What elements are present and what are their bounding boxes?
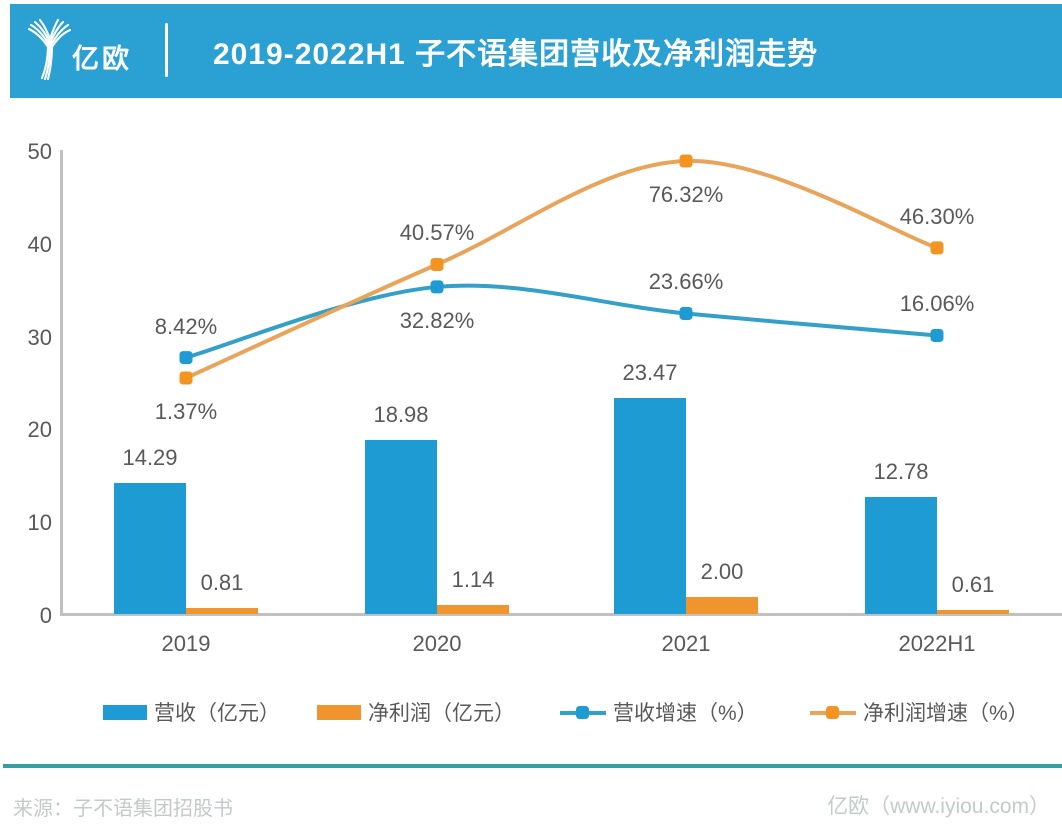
legend-item-net-profit: 净利润（亿元） — [317, 699, 515, 725]
legend-line-marker-icon — [826, 705, 839, 719]
revenue-growth-marker-2021 — [679, 306, 693, 320]
revenue-bar-2019 — [114, 483, 186, 614]
y-tick-label: 20 — [27, 417, 52, 443]
revenue-bar-2022H1 — [865, 497, 937, 614]
net-profit-growth-marker-2021 — [679, 154, 693, 168]
header-banner: 亿欧 2019-2022H1 子不语集团营收及净利润走势 — [10, 4, 1062, 98]
net-profit-growth-value-label: 76.32% — [648, 181, 724, 207]
y-tick-label: 0 — [39, 603, 52, 628]
x-tick-label-2020: 2020 — [412, 631, 462, 656]
net-profit-bar-2021 — [686, 597, 758, 614]
revenue-bar-2020 — [365, 439, 437, 614]
net-profit-bar-value-label: 1.14 — [451, 567, 495, 593]
y-tick-label: 50 — [27, 139, 52, 164]
revenue-growth-marker-2020 — [430, 280, 444, 294]
revenue-bar-value-label: 12.78 — [873, 459, 929, 485]
y-axis-line — [60, 150, 63, 616]
net-profit-growth-value-label: 46.30% — [899, 203, 975, 229]
x-axis-line — [60, 613, 1062, 616]
revenue-growth-marker-2019 — [179, 351, 193, 365]
net-profit-bar-2019 — [186, 608, 258, 614]
revenue-growth-marker-2022H1 — [930, 328, 944, 342]
y-tick-label: 40 — [27, 231, 52, 257]
header-divider — [165, 23, 168, 77]
x-tick-label-2021: 2021 — [661, 631, 711, 656]
legend-label: 营收增速（%） — [613, 702, 758, 725]
legend-item-net-profit-growth: 净利润增速（%） — [810, 699, 1029, 725]
revenue-growth-value-label: 8.42% — [154, 313, 218, 339]
site-credit: 亿欧（www.iyiou.com） — [827, 795, 1050, 818]
net-profit-growth-marker-2020 — [430, 257, 444, 271]
net-profit-bar-2022H1 — [937, 610, 1009, 614]
source-note: 来源：子不语集团招股书 — [13, 798, 233, 820]
legend-item-revenue-growth: 营收增速（%） — [560, 699, 758, 725]
revenue-growth-value-label: 23.66% — [648, 269, 724, 295]
net-profit-growth-value-label: 40.57% — [399, 220, 475, 246]
page-title: 2019-2022H1 子不语集团营收及净利润走势 — [213, 38, 819, 71]
legend-line-marker-icon — [576, 705, 589, 719]
revenue-growth-value-label: 32.82% — [399, 307, 475, 333]
legend-bar-swatch — [317, 704, 361, 720]
footer-divider-line — [3, 764, 1062, 768]
net-profit-growth-line — [184, 158, 939, 380]
brand-logo-icon — [27, 18, 72, 80]
net-profit-bar-value-label: 2.00 — [700, 559, 744, 585]
legend-label: 净利润增速（%） — [863, 702, 1029, 725]
legend-bar-swatch — [103, 704, 147, 720]
net-profit-bar-value-label: 0.61 — [951, 572, 995, 598]
x-tick-label-2022H1: 2022H1 — [898, 631, 976, 656]
legend-line-swatch — [810, 705, 856, 719]
y-tick-label: 10 — [27, 510, 52, 536]
legend-item-revenue: 营收（亿元） — [103, 699, 280, 725]
net-profit-growth-marker-2019 — [179, 371, 193, 385]
legend-label: 营收（亿元） — [154, 702, 280, 725]
y-tick-label: 30 — [27, 324, 52, 350]
net-profit-growth-value-label: 1.37% — [154, 398, 218, 424]
revenue-bar-value-label: 23.47 — [622, 360, 678, 386]
net-profit-bar-2020 — [437, 605, 509, 614]
revenue-bar-value-label: 14.29 — [122, 445, 178, 471]
legend-label: 净利润（亿元） — [368, 702, 515, 725]
x-tick-label-2019: 2019 — [161, 631, 211, 656]
revenue-bar-2021 — [614, 398, 686, 614]
brand-name: 亿欧 — [72, 44, 132, 74]
revenue-bar-value-label: 18.98 — [373, 401, 429, 427]
legend-line-swatch — [560, 705, 606, 719]
net-profit-growth-marker-2022H1 — [930, 241, 944, 255]
revenue-growth-line — [184, 283, 939, 360]
revenue-growth-value-label: 16.06% — [899, 291, 975, 317]
net-profit-bar-value-label: 0.81 — [200, 570, 244, 596]
